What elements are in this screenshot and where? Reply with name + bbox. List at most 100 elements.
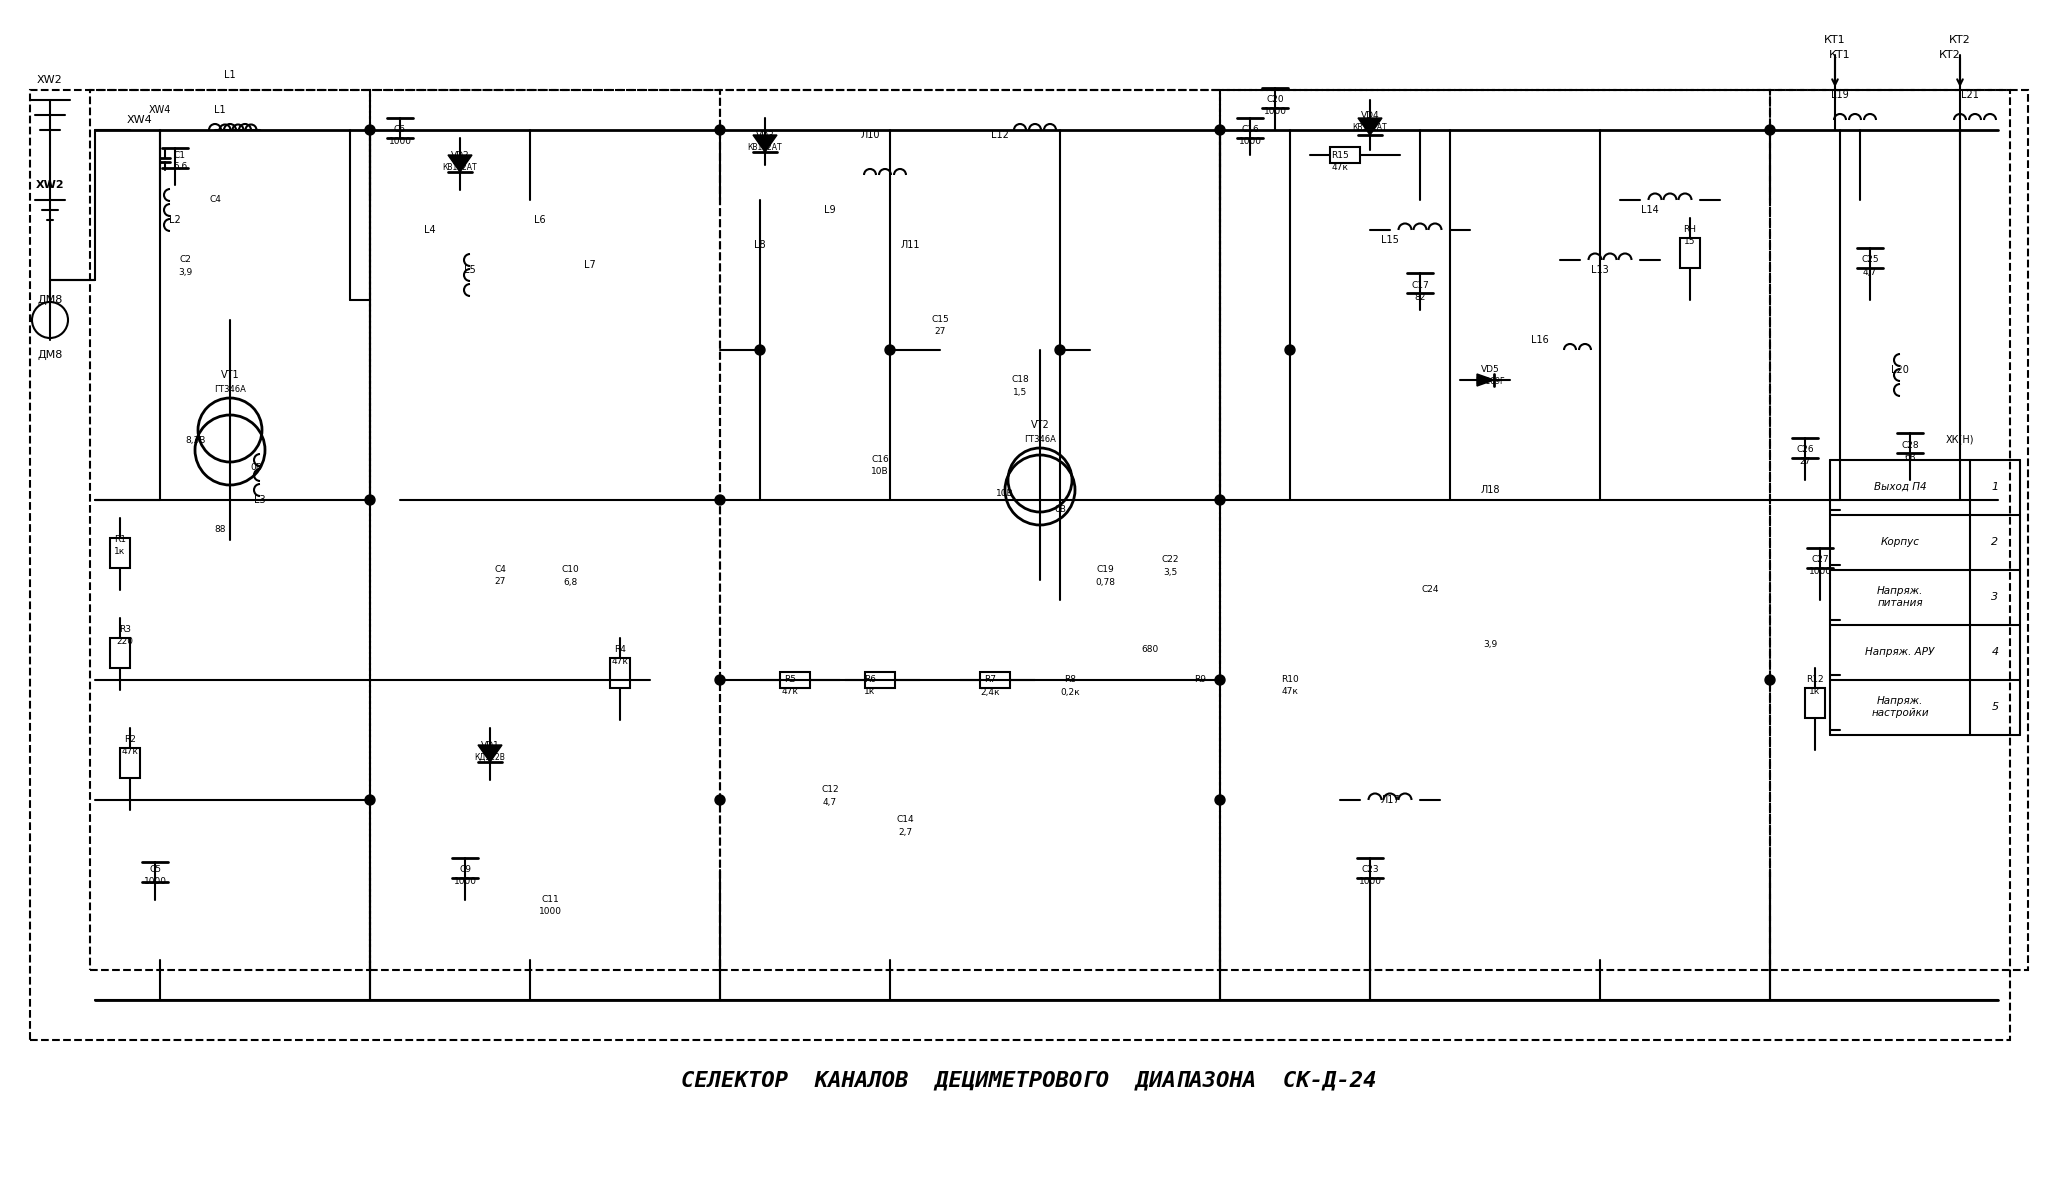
Text: 1к: 1к xyxy=(115,547,126,557)
Text: КТ2: КТ2 xyxy=(1939,50,1961,60)
Text: 680: 680 xyxy=(1142,646,1159,654)
Circle shape xyxy=(714,675,724,685)
Bar xyxy=(980,672,1010,688)
Text: L16: L16 xyxy=(1531,335,1550,344)
Text: R10: R10 xyxy=(1282,676,1299,684)
Text: R4: R4 xyxy=(613,646,626,654)
Bar xyxy=(780,672,811,688)
Text: R1: R1 xyxy=(113,535,126,545)
Text: R8: R8 xyxy=(1064,676,1076,684)
Bar xyxy=(609,658,630,688)
Text: 1000: 1000 xyxy=(1809,567,1832,577)
Text: L9: L9 xyxy=(823,205,836,215)
Text: 2: 2 xyxy=(1992,538,1998,547)
Circle shape xyxy=(714,125,724,135)
Text: C28: C28 xyxy=(1902,441,1918,449)
Text: 0,2к: 0,2к xyxy=(1060,688,1080,696)
Text: 1000: 1000 xyxy=(1264,107,1286,117)
Text: VD3: VD3 xyxy=(755,130,774,139)
Text: 15: 15 xyxy=(1683,237,1696,247)
Text: R3: R3 xyxy=(119,626,132,634)
Text: КТ1: КТ1 xyxy=(1830,50,1850,60)
Text: ХW2: ХW2 xyxy=(35,180,64,190)
Text: C25: C25 xyxy=(1860,255,1879,265)
Text: 27: 27 xyxy=(934,328,947,336)
Bar xyxy=(370,91,720,970)
Text: VT1: VT1 xyxy=(220,370,239,380)
Text: 47к: 47к xyxy=(1332,162,1348,172)
Text: 5: 5 xyxy=(1992,702,1998,712)
Text: КТ2: КТ2 xyxy=(1949,35,1972,45)
Polygon shape xyxy=(1358,118,1383,135)
Text: C17: C17 xyxy=(1412,280,1428,290)
Text: C12: C12 xyxy=(821,786,840,795)
Text: 5,6: 5,6 xyxy=(173,162,187,172)
Text: RH: RH xyxy=(1683,225,1696,235)
Text: 3,5: 3,5 xyxy=(1163,567,1177,577)
Text: Л10: Л10 xyxy=(860,130,879,139)
Text: L15: L15 xyxy=(1381,235,1399,246)
Text: L6: L6 xyxy=(535,215,545,225)
Text: VD1: VD1 xyxy=(482,740,500,750)
Text: 1: 1 xyxy=(1992,482,1998,492)
Circle shape xyxy=(364,495,375,505)
Text: VT2: VT2 xyxy=(1031,420,1050,430)
Text: R15: R15 xyxy=(1332,150,1348,160)
Text: C15: C15 xyxy=(930,316,949,324)
Text: L14: L14 xyxy=(1640,205,1659,215)
Text: L8: L8 xyxy=(753,240,766,250)
Circle shape xyxy=(364,795,375,805)
Bar xyxy=(109,638,130,668)
Text: L4: L4 xyxy=(424,225,436,235)
Text: ДМ8: ДМ8 xyxy=(37,350,62,360)
Text: 1000: 1000 xyxy=(1239,137,1262,147)
Polygon shape xyxy=(449,155,471,172)
Text: 0В: 0В xyxy=(1054,505,1066,515)
Text: ХК(Н): ХК(Н) xyxy=(1945,435,1974,445)
Text: 47к: 47к xyxy=(121,747,138,757)
Text: Напряж. АРУ: Напряж. АРУ xyxy=(1865,647,1935,657)
Bar xyxy=(119,749,140,778)
Polygon shape xyxy=(477,745,502,762)
Text: L19: L19 xyxy=(1832,91,1848,100)
Circle shape xyxy=(755,344,766,355)
Text: C4: C4 xyxy=(494,565,506,575)
Bar xyxy=(720,91,1220,970)
Text: C9: C9 xyxy=(459,865,471,875)
Text: 2,7: 2,7 xyxy=(897,827,912,837)
Text: КВ122АТ: КВ122АТ xyxy=(747,143,782,151)
Text: КВ109Г: КВ109Г xyxy=(1476,378,1504,386)
Text: C14: C14 xyxy=(895,815,914,825)
Text: ХW4: ХW4 xyxy=(128,114,152,125)
Text: 1000: 1000 xyxy=(389,137,412,147)
Text: 0В: 0В xyxy=(251,464,261,472)
Text: L7: L7 xyxy=(584,260,597,271)
Text: C5: C5 xyxy=(148,865,161,875)
Text: C27: C27 xyxy=(1811,555,1830,565)
Circle shape xyxy=(1766,675,1774,685)
Circle shape xyxy=(1214,125,1225,135)
Text: L5: L5 xyxy=(465,265,475,275)
Text: C1: C1 xyxy=(175,150,185,160)
Text: 8,3В: 8,3В xyxy=(185,435,206,445)
Text: 3,9: 3,9 xyxy=(177,267,191,277)
Text: C26: C26 xyxy=(1797,446,1813,454)
Text: 68: 68 xyxy=(1904,453,1916,461)
Text: 88: 88 xyxy=(214,526,226,534)
Bar xyxy=(864,672,895,688)
Text: 27: 27 xyxy=(494,577,506,586)
Circle shape xyxy=(1766,125,1774,135)
Bar xyxy=(1805,688,1825,718)
Text: R9: R9 xyxy=(1194,676,1206,684)
Circle shape xyxy=(1214,795,1225,805)
Text: 3: 3 xyxy=(1992,592,1998,602)
Polygon shape xyxy=(1478,374,1494,386)
Text: 2,4к: 2,4к xyxy=(980,688,1000,696)
Text: VD2: VD2 xyxy=(451,150,469,160)
Text: VD5: VD5 xyxy=(1480,366,1500,374)
Text: 47к: 47к xyxy=(782,688,799,696)
Text: R5: R5 xyxy=(784,676,796,684)
Text: L13: L13 xyxy=(1591,265,1609,275)
Bar xyxy=(1770,91,2027,970)
Circle shape xyxy=(714,495,724,505)
